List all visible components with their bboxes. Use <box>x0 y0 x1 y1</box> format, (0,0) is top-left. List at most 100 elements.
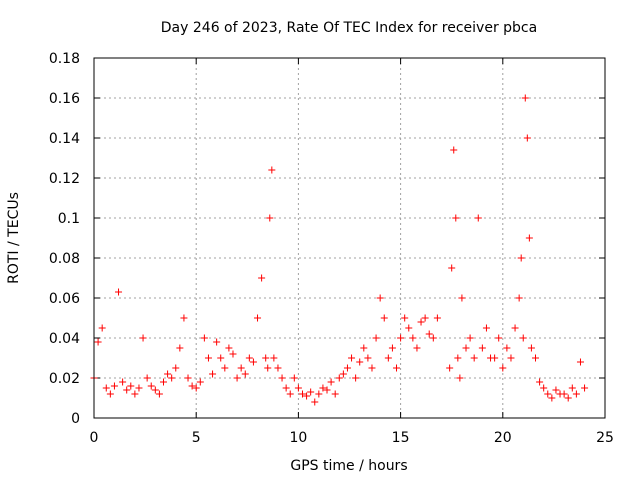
data-point <box>507 354 515 362</box>
data-point <box>446 364 454 372</box>
data-point <box>315 390 323 398</box>
data-point <box>127 382 135 390</box>
data-point <box>536 378 544 386</box>
data-point <box>517 254 525 262</box>
data-point <box>466 334 474 342</box>
x-tick-label: 20 <box>494 430 512 446</box>
data-point <box>452 214 460 222</box>
grid-lines <box>94 58 605 418</box>
y-tick-label: 0.08 <box>49 251 80 267</box>
data-point <box>209 370 217 378</box>
data-point <box>172 364 180 372</box>
data-point <box>204 354 212 362</box>
data-point <box>290 374 298 382</box>
data-point <box>323 386 331 394</box>
data-point <box>237 364 245 372</box>
data-point <box>511 324 519 332</box>
y-tick-label: 0.1 <box>58 211 80 227</box>
data-point <box>102 384 110 392</box>
data-point <box>380 314 388 322</box>
data-point <box>525 234 533 242</box>
data-point <box>303 392 311 400</box>
data-point <box>270 354 278 362</box>
data-point <box>393 364 401 372</box>
data-point <box>458 294 466 302</box>
data-point <box>319 384 327 392</box>
data-point <box>343 364 351 372</box>
data-point <box>448 264 456 272</box>
data-point <box>560 390 568 398</box>
data-point <box>401 314 409 322</box>
data-point <box>151 386 159 394</box>
data-point <box>429 334 437 342</box>
data-point <box>544 390 552 398</box>
data-point <box>249 358 257 366</box>
data-point <box>298 390 306 398</box>
x-tick-label: 15 <box>392 430 410 446</box>
data-point <box>327 378 335 386</box>
data-point <box>572 390 580 398</box>
data-point <box>523 134 531 142</box>
data-point <box>454 354 462 362</box>
y-tick-label: 0.02 <box>49 371 80 387</box>
data-point <box>264 364 272 372</box>
data-point <box>478 344 486 352</box>
data-point <box>376 294 384 302</box>
x-tick-label: 0 <box>90 430 99 446</box>
data-point <box>552 386 560 394</box>
data-point <box>286 390 294 398</box>
data-point <box>274 364 282 372</box>
y-axis-label: ROTI / TECUs <box>6 192 22 284</box>
data-point <box>229 350 237 358</box>
data-point <box>217 354 225 362</box>
data-point <box>139 334 147 342</box>
data-point <box>576 358 584 366</box>
y-tick-label: 0.16 <box>49 91 80 107</box>
data-point <box>548 394 556 402</box>
data-point <box>335 374 343 382</box>
data-point <box>527 344 535 352</box>
y-tick-label: 0.06 <box>49 291 80 307</box>
data-point <box>254 314 262 322</box>
x-tick-label: 5 <box>192 430 201 446</box>
data-point <box>564 394 572 402</box>
data-point <box>168 374 176 382</box>
data-point <box>196 378 204 386</box>
data-point <box>368 364 376 372</box>
axis-ticks: 0 5 10 15 20 25 0 0.02 0.04 0.06 0.08 0.1 0.12 0.14 0.… <box>49 51 614 446</box>
data-point <box>372 334 380 342</box>
data-point <box>417 318 425 326</box>
data-point <box>213 338 221 346</box>
data-point <box>360 344 368 352</box>
data-point <box>352 374 360 382</box>
data-point <box>384 354 392 362</box>
chart-title: Day 246 of 2023, Rate Of TEC Index for r… <box>161 20 537 36</box>
data-point <box>268 166 276 174</box>
data-point <box>532 354 540 362</box>
data-point <box>278 374 286 382</box>
data-point <box>388 344 396 352</box>
data-point <box>98 324 106 332</box>
data-point <box>503 344 511 352</box>
data-point <box>499 364 507 372</box>
data-point <box>262 354 270 362</box>
data-point <box>521 94 529 102</box>
data-point <box>184 374 192 382</box>
data-point <box>450 146 458 154</box>
data-point <box>433 314 441 322</box>
y-tick-label: 0.18 <box>49 51 80 67</box>
data-point <box>491 354 499 362</box>
data-point <box>225 344 233 352</box>
y-tick-label: 0 <box>71 411 80 427</box>
data-point <box>413 344 421 352</box>
data-point <box>164 370 172 378</box>
data-point <box>135 384 143 392</box>
data-point <box>147 382 155 390</box>
data-point <box>221 364 229 372</box>
data-point <box>266 214 274 222</box>
data-point <box>474 214 482 222</box>
data-point <box>470 354 478 362</box>
data-point <box>282 384 290 392</box>
data-point <box>115 288 123 296</box>
